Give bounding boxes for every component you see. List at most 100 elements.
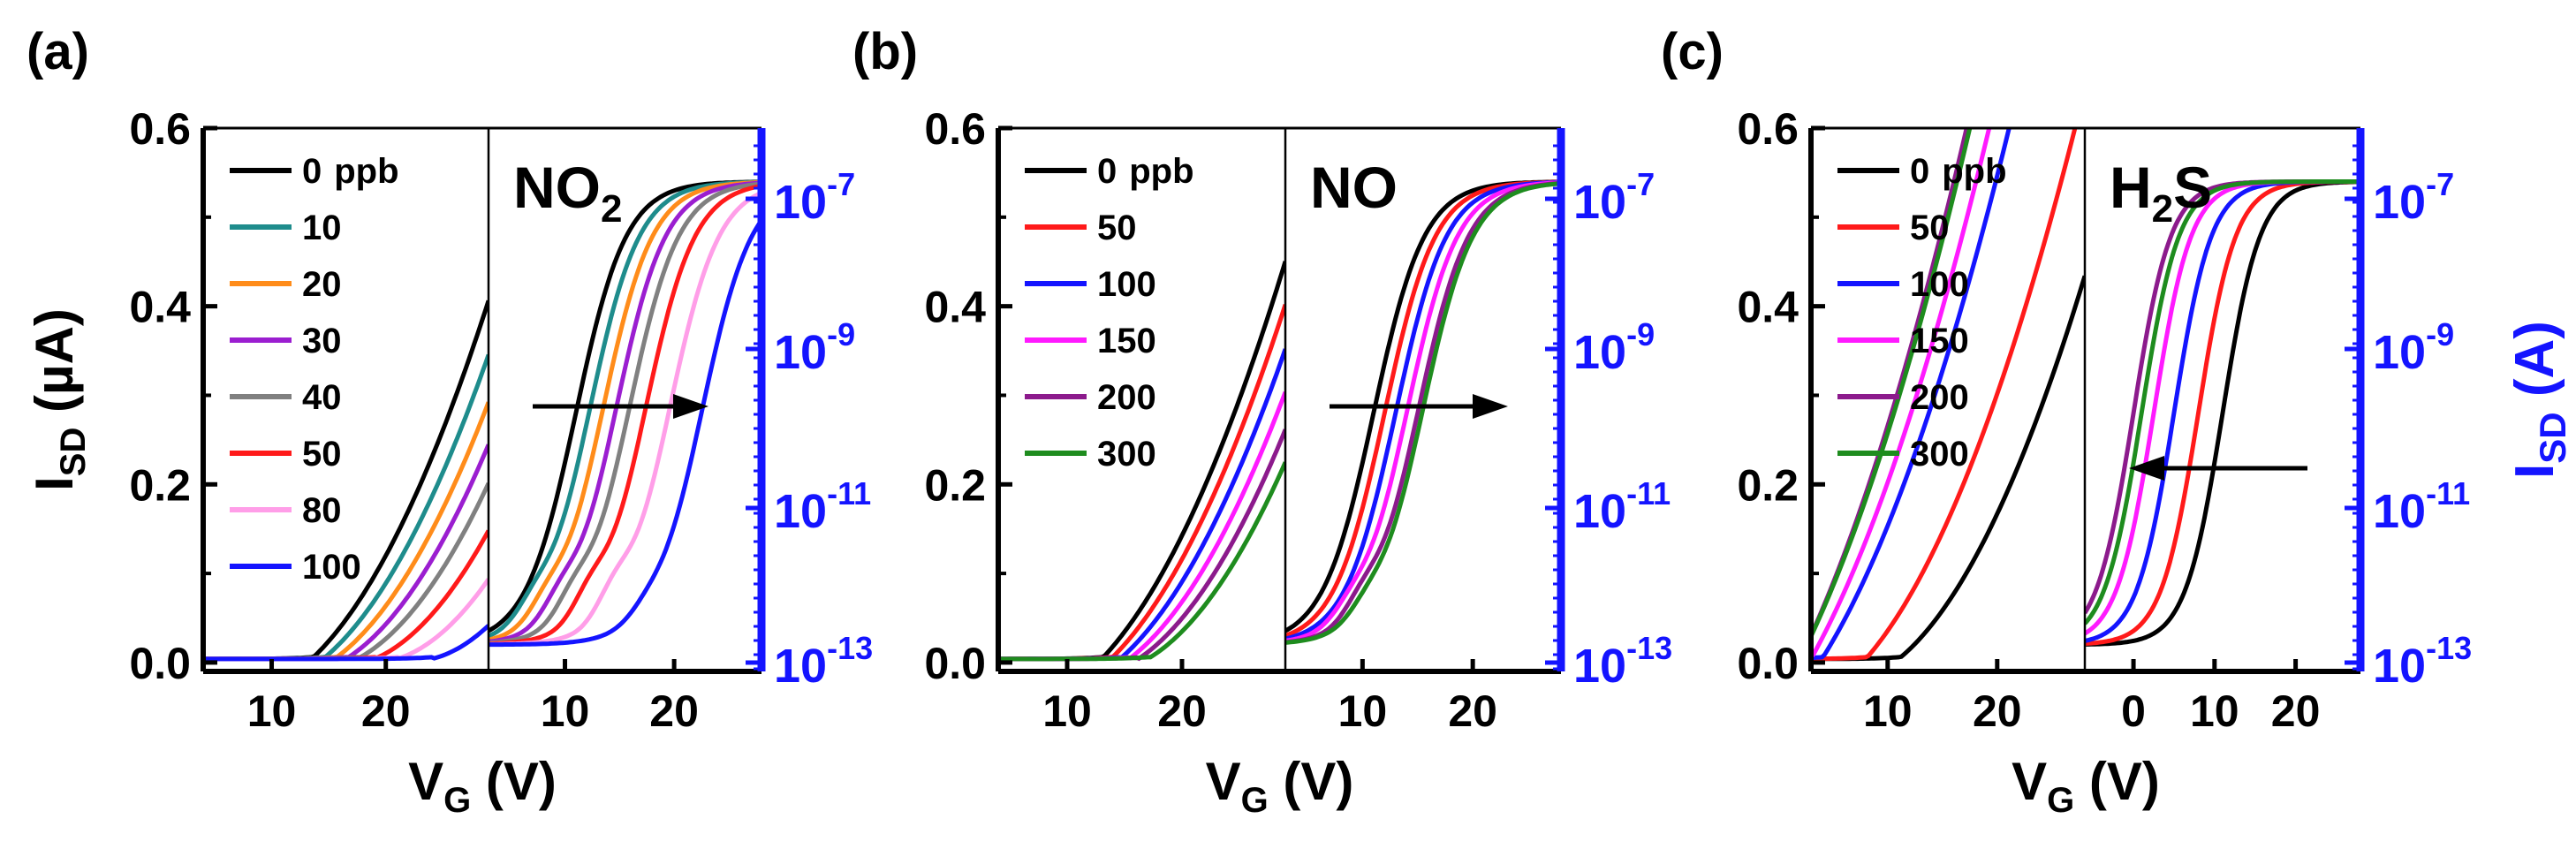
legend-value: 30 [302, 322, 342, 360]
x-label-sub: G [2047, 781, 2074, 820]
legend-label: 0 ppb [1910, 152, 2007, 191]
log-base: 10 [774, 326, 827, 379]
series-line-log-20 [489, 179, 761, 642]
gas-suffix: S [2173, 155, 2212, 220]
y-tick-label: 0.0 [1737, 639, 1799, 688]
legend-label: 0 ppb [302, 152, 399, 191]
log-base: 10 [2373, 326, 2426, 379]
series-line-log-300 [1285, 181, 1561, 645]
log-base: 10 [2373, 485, 2426, 538]
y-tick-label: 0.4 [1737, 283, 1799, 332]
legend-label: 30 [302, 322, 342, 360]
x-tick-label: 20 [1973, 686, 2022, 736]
legend-label: 80 [302, 491, 342, 530]
gas-main: H [2110, 155, 2152, 220]
legend-value: 50 [1910, 208, 1950, 247]
y-tick-label: 0.2 [924, 460, 986, 510]
legend-label: 100 [1910, 265, 1969, 304]
log-base: 10 [1573, 326, 1626, 379]
y-tick-label: 0.2 [129, 460, 191, 510]
legend-value: 300 [1097, 435, 1156, 474]
x-tick-label: 20 [649, 686, 699, 736]
series-line-linear-0 [203, 299, 489, 662]
series-line-log-40 [489, 181, 761, 646]
log-exponent: -9 [827, 316, 855, 352]
legend-label: 150 [1097, 322, 1156, 360]
legend-value: 0 [1910, 152, 1929, 191]
legend-label: 0 ppb [1097, 152, 1194, 191]
series-line-log-0 [2085, 179, 2360, 647]
y-tick-label: 0.6 [129, 104, 191, 154]
legend-value: 10 [302, 208, 342, 247]
legend-value: 50 [1097, 208, 1137, 247]
log-base: 10 [1573, 485, 1626, 538]
log-exponent: -11 [1626, 475, 1671, 512]
series-line-linear-100 [1811, 128, 2012, 661]
legend-value: 0 [1097, 152, 1117, 191]
legend-label: 100 [1097, 265, 1156, 304]
legend-value: 200 [1910, 378, 1969, 417]
series-line-linear-100 [203, 624, 489, 662]
log-tick-label: 10-9 [2373, 316, 2454, 379]
log-base: 10 [774, 640, 827, 693]
legend-value: 100 [302, 548, 361, 587]
legend-value: 80 [302, 491, 342, 530]
y-tick-label: 0.2 [1737, 460, 1799, 510]
log-exponent: -13 [1626, 630, 1672, 666]
right-label-unit: (A) [2504, 321, 2565, 412]
log-base: 10 [1573, 640, 1626, 693]
series-line-log-300 [2085, 179, 2360, 625]
series-line-log-200 [2085, 179, 2360, 615]
y-tick-label: 0.0 [129, 639, 191, 688]
right-label-main: I [2504, 464, 2565, 479]
x-label-main: V [408, 752, 443, 811]
log-tick-label: 10-11 [2373, 475, 2470, 538]
x-tick-label: 0 [2121, 686, 2146, 736]
legend-label: 50 [1097, 208, 1137, 247]
x-tick-label: 10 [541, 686, 590, 736]
gas-main: NO [513, 155, 601, 220]
right-y-axis-label: ISD (A) [2504, 321, 2573, 479]
x-axis-label: VG (V) [1206, 752, 1354, 820]
series-line-log-150 [1285, 180, 1561, 643]
log-tick-label: 10-7 [1573, 166, 1655, 229]
log-exponent: -7 [1626, 166, 1655, 202]
x-axis-label: VG (V) [2012, 752, 2160, 820]
y-tick-label: 0.0 [924, 639, 986, 688]
y-axis-label: ISD (µA) [25, 308, 93, 491]
log-tick-label: 10-9 [1573, 316, 1655, 379]
log-series-group [1285, 179, 1561, 645]
log-base: 10 [2373, 176, 2426, 229]
gas-main: NO [1310, 155, 1398, 220]
x-tick-label: 20 [2271, 686, 2321, 736]
legend-value: 100 [1910, 265, 1969, 304]
log-base: 10 [774, 176, 827, 229]
legend-label: 300 [1097, 435, 1156, 474]
y-tick-label: 0.6 [1737, 104, 1799, 154]
legend-label: 200 [1097, 378, 1156, 417]
x-label-sub: G [443, 781, 471, 820]
log-base: 10 [1573, 176, 1626, 229]
log-tick-label: 10-13 [774, 630, 873, 693]
legend-value: 50 [302, 435, 342, 474]
legend-value: 40 [302, 378, 342, 417]
legend-unit: ppb [1942, 152, 2006, 191]
legend-label: 300 [1910, 435, 1969, 474]
x-tick-label: 10 [1863, 686, 1913, 736]
legend-label: 100 [302, 548, 361, 587]
legend-value: 150 [1097, 322, 1156, 360]
legend-label: 150 [1910, 322, 1969, 360]
x-label-sub: G [1241, 781, 1269, 820]
series-line-log-50 [489, 183, 761, 647]
y-label-main: I [25, 476, 84, 491]
series-line-log-100 [489, 219, 761, 648]
log-base: 10 [774, 485, 827, 538]
log-tick-label: 10-9 [774, 316, 855, 379]
legend-value: 300 [1910, 435, 1969, 474]
right-label-sub: SD [2532, 412, 2573, 463]
legend-value: 0 [302, 152, 322, 191]
log-tick-label: 10-13 [1573, 630, 1672, 693]
